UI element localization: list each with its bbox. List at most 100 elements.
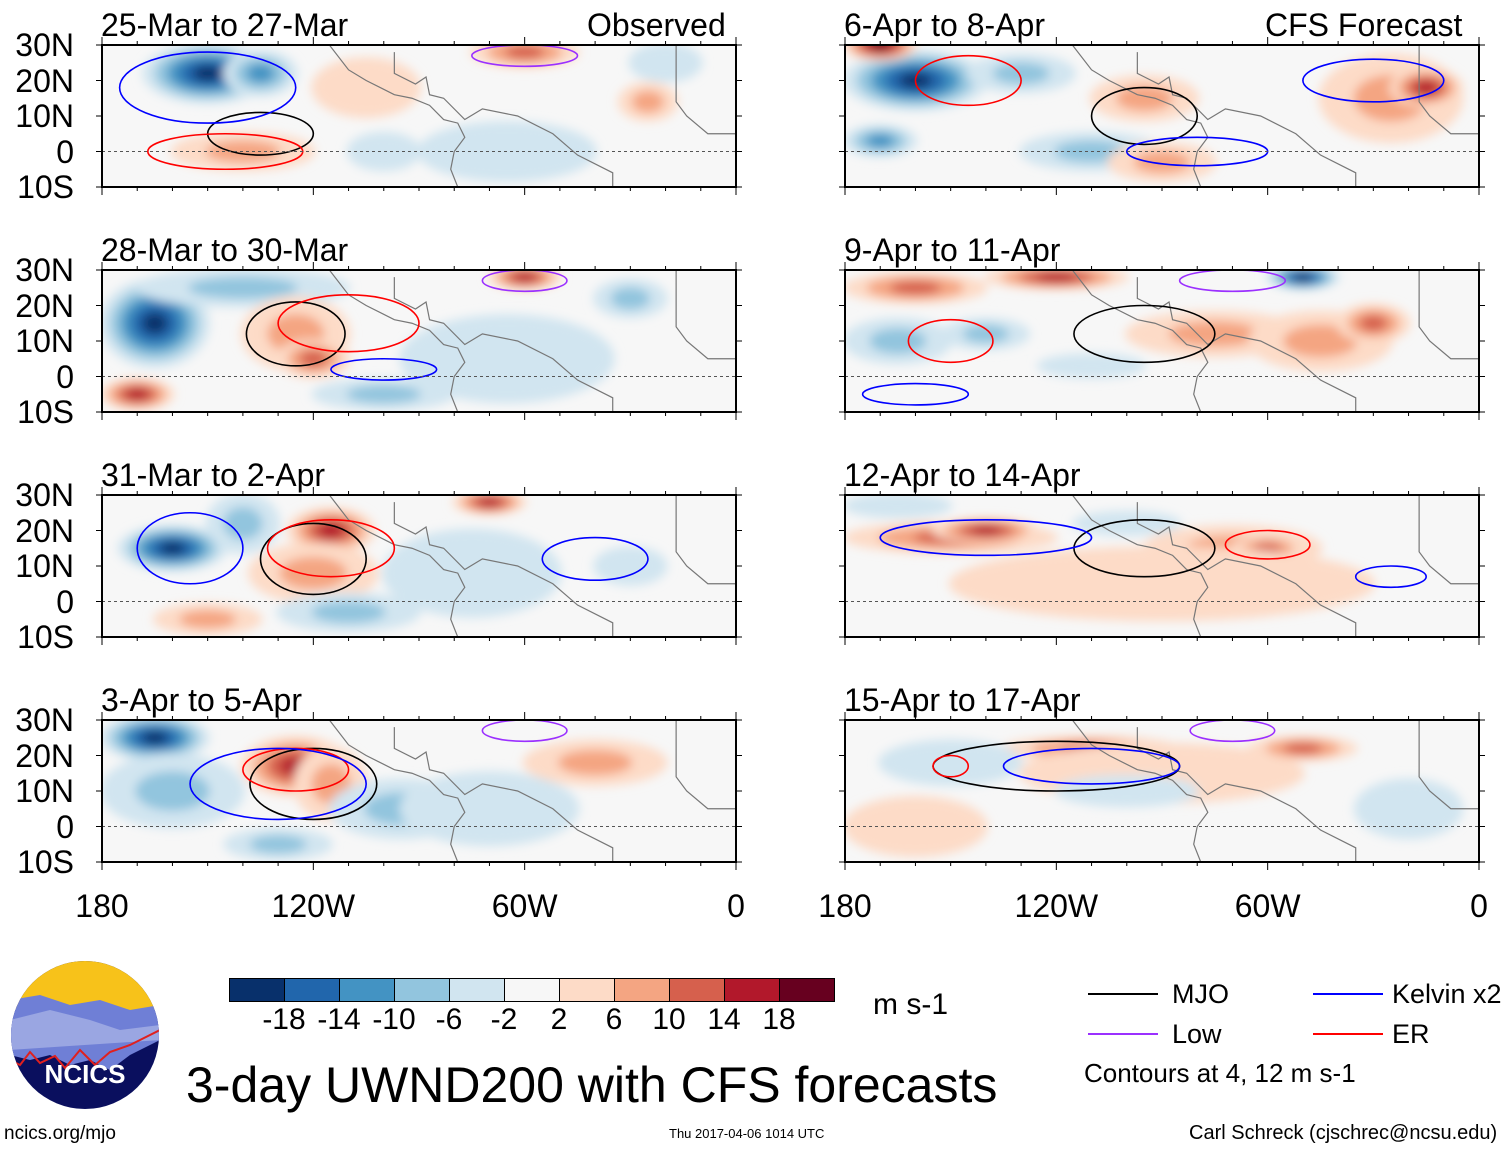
coastline bbox=[1136, 277, 1357, 412]
colorbar-tick-label: 6 bbox=[605, 1003, 623, 1036]
x-tick-label: 0 bbox=[1470, 888, 1488, 924]
x-tick-label: 180 bbox=[75, 888, 129, 924]
coastline bbox=[393, 502, 614, 637]
anomaly-blob bbox=[1353, 778, 1464, 840]
anomaly-blob bbox=[845, 495, 953, 519]
coastline bbox=[1071, 495, 1209, 637]
y-tick-label: 20N bbox=[15, 737, 74, 774]
mjo-contour bbox=[1090, 86, 1199, 146]
anomaly-blob bbox=[1071, 510, 1182, 537]
colorbar-swatch bbox=[395, 979, 450, 1001]
er-contour bbox=[932, 754, 970, 778]
y-tick-label: 20N bbox=[15, 512, 74, 549]
coastline bbox=[1071, 45, 1209, 187]
anomaly-blob bbox=[179, 610, 237, 629]
kelvin-contour bbox=[1302, 58, 1445, 103]
er-contour bbox=[277, 294, 420, 353]
colorbar-swatch bbox=[340, 979, 395, 1001]
y-tick-label: 0 bbox=[56, 583, 74, 620]
anomaly-blob bbox=[246, 64, 275, 83]
kelvin-contour bbox=[541, 536, 649, 582]
kelvin-contour bbox=[879, 519, 1093, 557]
anomaly-blob bbox=[1036, 272, 1076, 282]
anomaly-blob bbox=[557, 749, 633, 776]
anomaly-blob bbox=[142, 312, 168, 334]
x-tick-label: 180 bbox=[818, 888, 872, 924]
y-tick-label: 0 bbox=[56, 358, 74, 395]
map-panel bbox=[839, 37, 1485, 195]
colorbar-swatch bbox=[780, 979, 834, 1001]
low-contour bbox=[1178, 270, 1287, 293]
anomaly-blob bbox=[299, 350, 328, 367]
coastline bbox=[393, 52, 614, 187]
contour-note: Contours at 4, 12 m s-1 bbox=[1084, 1058, 1356, 1088]
panel-title: 28-Mar to 30-Mar bbox=[101, 232, 349, 268]
timestamp: Thu 2017-04-06 1014 UTC bbox=[669, 1126, 825, 1141]
map-panel bbox=[96, 262, 742, 420]
y-tick-label: 30N bbox=[15, 477, 74, 513]
colorbar-swatch bbox=[725, 979, 780, 1001]
anomaly-blob bbox=[992, 62, 1050, 85]
y-tick-label: 20N bbox=[15, 287, 74, 324]
colorbar-swatch bbox=[450, 979, 505, 1001]
low-contour bbox=[1189, 720, 1276, 743]
author-credit: Carl Schreck (cjschrec@ncsu.edu) bbox=[1189, 1122, 1498, 1144]
map-panel bbox=[839, 712, 1485, 870]
coastline bbox=[1071, 270, 1209, 412]
anomaly-blob bbox=[869, 328, 927, 354]
panel-title: 12-Apr to 14-Apr bbox=[844, 457, 1081, 493]
colorbar-tick-label: 18 bbox=[762, 1003, 796, 1036]
colorbar-tick-label: 14 bbox=[707, 1003, 741, 1036]
coastline bbox=[675, 495, 736, 585]
kelvin-contour bbox=[1002, 747, 1181, 785]
legend-kelvin-line bbox=[1313, 993, 1383, 995]
colorbar-tick-label: -2 bbox=[490, 1003, 518, 1036]
map-panel bbox=[839, 262, 1485, 420]
anomaly-blob bbox=[126, 388, 149, 400]
anomaly-blob bbox=[135, 771, 210, 811]
coastline bbox=[393, 727, 614, 862]
anomaly-blob bbox=[399, 771, 580, 847]
anomaly-blob bbox=[593, 546, 668, 586]
low-contour bbox=[471, 45, 579, 68]
anomaly-blob bbox=[417, 121, 598, 182]
colorbar-tick-label: 2 bbox=[550, 1003, 568, 1036]
legend-mjo-line bbox=[1088, 993, 1158, 995]
y-tick-label: 10N bbox=[15, 323, 74, 359]
panel-title: 15-Apr to 17-Apr bbox=[844, 682, 1081, 718]
anomaly-blob bbox=[1054, 774, 1200, 808]
anomaly-blob bbox=[1036, 353, 1147, 379]
coastline bbox=[328, 45, 466, 187]
anomaly-blob bbox=[610, 287, 650, 310]
mjo-contour bbox=[245, 301, 346, 367]
anomaly-blob bbox=[866, 134, 894, 148]
y-tick-label: 0 bbox=[56, 808, 74, 845]
anomaly-blob bbox=[845, 796, 988, 857]
anomaly-blob bbox=[192, 65, 223, 82]
colorbar-swatch bbox=[670, 979, 725, 1001]
colorbar bbox=[229, 978, 835, 1002]
colorbar-swatch bbox=[505, 979, 560, 1001]
y-tick-label: 10N bbox=[15, 548, 74, 584]
map-panel bbox=[96, 487, 742, 645]
coastline bbox=[1071, 720, 1209, 862]
anomaly-blob bbox=[346, 385, 421, 404]
er-contour bbox=[266, 519, 396, 578]
anomaly-blob bbox=[962, 324, 1010, 343]
coastline bbox=[1418, 45, 1479, 135]
coastline bbox=[675, 270, 736, 360]
x-tick-label: 120W bbox=[271, 888, 356, 924]
anomaly-blob bbox=[311, 57, 421, 118]
colorbar-swatch bbox=[615, 979, 670, 1001]
legend-low-line bbox=[1088, 1033, 1158, 1035]
y-tick-label: 30N bbox=[15, 702, 74, 738]
map-panel bbox=[96, 712, 742, 870]
panel-title: 25-Mar to 27-Mar bbox=[101, 7, 349, 43]
coastline bbox=[1136, 52, 1357, 187]
anomaly-blob bbox=[346, 131, 421, 172]
anomaly-blob bbox=[1293, 272, 1312, 282]
observed-label: Observed bbox=[587, 7, 726, 43]
y-tick-label: 10S bbox=[17, 394, 74, 430]
kelvin-contour bbox=[189, 747, 367, 821]
units-label: m s-1 bbox=[873, 988, 948, 1021]
